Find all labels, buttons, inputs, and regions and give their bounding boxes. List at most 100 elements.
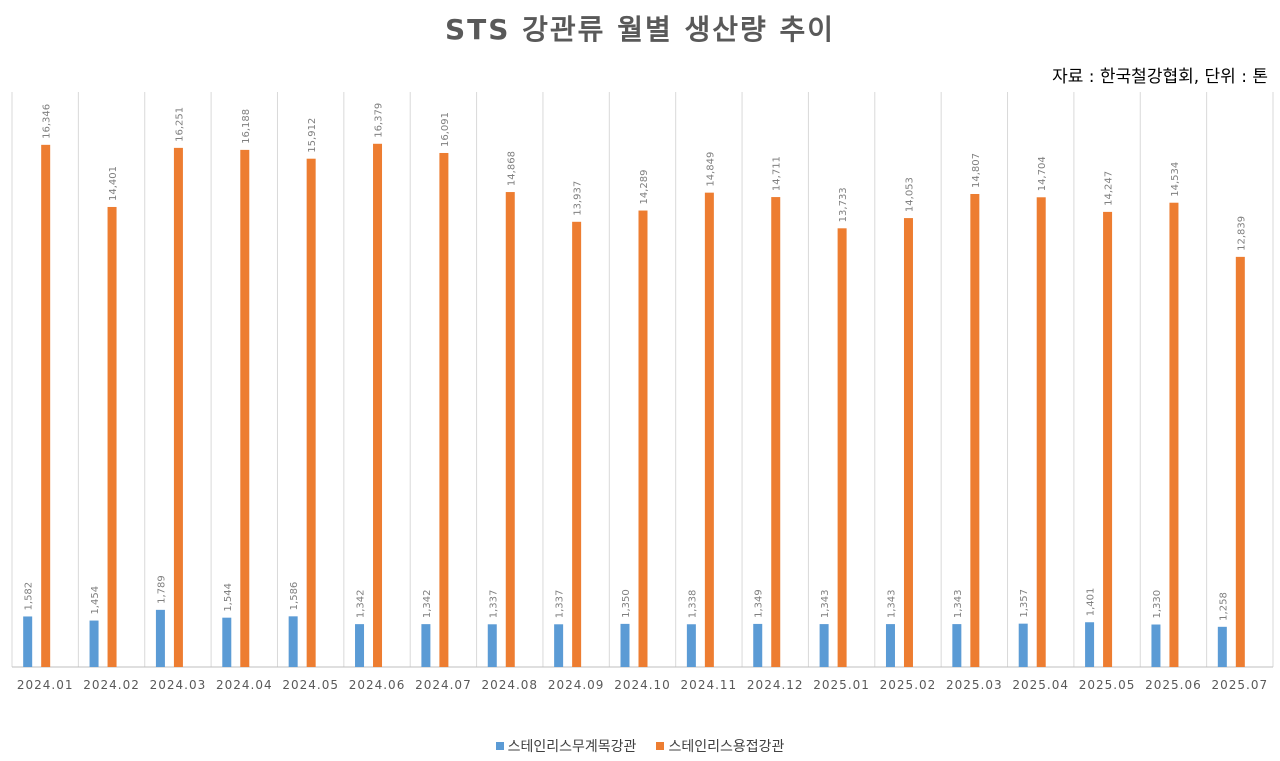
x-tick-label: 2025.04 (1012, 678, 1069, 692)
bar-series-2 (837, 228, 847, 667)
bar-series-2 (505, 192, 515, 668)
x-tick-label: 2025.03 (946, 678, 1003, 692)
x-tick-label: 2025.05 (1079, 678, 1136, 692)
data-label: 1,258 (1218, 592, 1229, 621)
bar-series-1 (155, 609, 165, 667)
bar-series-2 (704, 192, 714, 667)
x-tick-label: 2024.09 (548, 678, 605, 692)
bar-series-1 (1085, 622, 1095, 667)
bar-series-1 (620, 623, 630, 667)
x-tick-label: 2024.04 (216, 678, 273, 692)
bar-series-2 (41, 144, 51, 667)
data-label: 14,053 (904, 177, 915, 212)
bar-series-1 (355, 624, 365, 667)
bar-series-1 (1018, 623, 1028, 667)
bar-series-2 (970, 193, 980, 668)
legend-item-series-2: 스테인리스용접강관 (656, 736, 784, 756)
data-label: 14,868 (506, 151, 517, 186)
data-label: 1,330 (1152, 590, 1163, 619)
legend-label-series-1: 스테인리스무계목강관 (507, 739, 637, 755)
x-tick-label: 2024.10 (614, 678, 671, 692)
data-label: 12,839 (1236, 216, 1247, 251)
data-label: 1,349 (754, 589, 765, 618)
bar-series-2 (373, 143, 383, 667)
data-label: 16,379 (374, 103, 385, 138)
x-tick-label: 2025.06 (1145, 678, 1202, 692)
data-label: 1,343 (820, 589, 831, 618)
data-label: 1,454 (90, 586, 101, 615)
source-note: 자료 : 한국철강협회, 단위 : 톤 (1052, 67, 1268, 87)
data-label: 1,357 (1019, 589, 1030, 618)
x-tick-label: 2025.01 (813, 678, 870, 692)
bar-series-1 (89, 620, 99, 667)
data-label: 14,711 (772, 156, 783, 191)
legend: 스테인리스무계목강관 스테인리스용접강관 (0, 736, 1280, 756)
data-label: 1,350 (621, 589, 632, 618)
legend-swatch-series-1 (495, 742, 504, 750)
legend-swatch-series-2 (656, 742, 665, 750)
x-tick-label: 2025.07 (1212, 678, 1269, 692)
legend-label-series-2: 스테인리스용접강관 (668, 739, 785, 755)
data-label: 16,251 (174, 107, 185, 142)
data-label: 14,807 (971, 153, 982, 188)
bar-series-2 (107, 206, 117, 667)
chart-plot: 2024.01 1,582 16,346 2024.02 1,454 14,401 2024… (11, 92, 1274, 692)
data-label: 16,346 (42, 104, 53, 139)
data-label: 1,342 (422, 589, 433, 618)
bar-series-1 (222, 617, 232, 667)
x-tick-label: 2024.12 (747, 678, 804, 692)
data-label: 14,401 (108, 166, 119, 201)
x-tick-label: 2024.05 (282, 678, 339, 692)
legend-item-series-1: 스테인리스무계목강관 (495, 736, 637, 756)
bar-series-1 (1217, 626, 1227, 667)
data-label: 14,289 (639, 170, 650, 205)
x-tick-label: 2024.07 (415, 678, 472, 692)
data-label: 14,534 (1170, 162, 1181, 197)
x-tick-label: 2025.02 (880, 678, 937, 692)
data-label: 14,247 (1104, 171, 1115, 206)
bar-series-2 (1169, 202, 1179, 667)
bar-series-2 (771, 197, 781, 667)
bar-series-1 (885, 624, 895, 667)
data-label: 1,342 (356, 589, 367, 618)
data-label: 1,582 (24, 582, 35, 611)
data-label: 13,733 (838, 187, 849, 222)
bar-series-2 (173, 147, 183, 667)
data-label: 1,343 (886, 589, 897, 618)
bar-series-1 (23, 616, 33, 667)
bar-series-1 (1151, 624, 1161, 667)
x-tick-label: 2024.01 (17, 678, 74, 692)
data-label: 1,586 (289, 582, 300, 611)
data-label: 16,091 (440, 112, 451, 147)
x-tick-label: 2024.11 (681, 678, 738, 692)
bar-series-1 (421, 624, 431, 667)
bar-series-1 (819, 624, 829, 667)
data-label: 1,401 (1086, 588, 1097, 617)
data-label: 1,337 (555, 590, 566, 619)
bar-series-2 (439, 152, 449, 668)
bar-series-2 (638, 210, 648, 667)
bar-series-1 (288, 616, 298, 667)
bar-series-2 (1235, 256, 1245, 667)
data-label: 1,337 (488, 590, 499, 619)
data-label: 14,704 (1037, 156, 1048, 191)
bar-series-1 (686, 624, 696, 667)
bar-series-2 (1036, 197, 1046, 668)
data-label: 1,343 (953, 589, 964, 618)
bar-series-1 (753, 623, 763, 667)
data-label: 1,789 (156, 575, 167, 604)
bar-series-1 (554, 624, 564, 667)
bar-series-2 (306, 158, 316, 667)
bar-series-2 (572, 221, 582, 667)
x-tick-label: 2024.02 (83, 678, 140, 692)
bar-series-2 (903, 218, 913, 667)
data-label: 16,188 (241, 109, 252, 144)
x-tick-label: 2024.08 (481, 678, 538, 692)
chart-title: STS 강관류 월별 생산량 추이 (444, 13, 836, 46)
data-label: 15,912 (307, 118, 318, 153)
x-tick-label: 2024.06 (349, 678, 406, 692)
bar-series-1 (952, 624, 962, 667)
bar-series-2 (240, 149, 250, 668)
bar-series-1 (487, 624, 497, 667)
x-tick-label: 2024.03 (150, 678, 207, 692)
